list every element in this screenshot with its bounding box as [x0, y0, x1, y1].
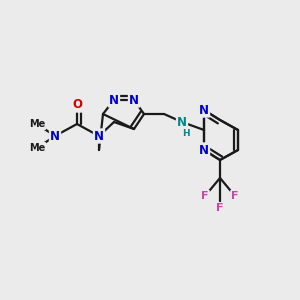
- Text: N: N: [94, 130, 104, 142]
- Text: N: N: [109, 94, 119, 106]
- Text: F: F: [216, 203, 224, 213]
- Text: F: F: [231, 191, 239, 201]
- Text: N: N: [129, 94, 139, 106]
- Text: N: N: [177, 116, 187, 128]
- Text: N: N: [199, 103, 209, 116]
- Text: N: N: [199, 143, 209, 157]
- Text: H: H: [182, 128, 190, 137]
- Text: O: O: [72, 98, 82, 112]
- Text: F: F: [201, 191, 209, 201]
- Text: Me: Me: [29, 119, 45, 129]
- Text: N: N: [50, 130, 60, 142]
- Text: Me: Me: [29, 143, 45, 153]
